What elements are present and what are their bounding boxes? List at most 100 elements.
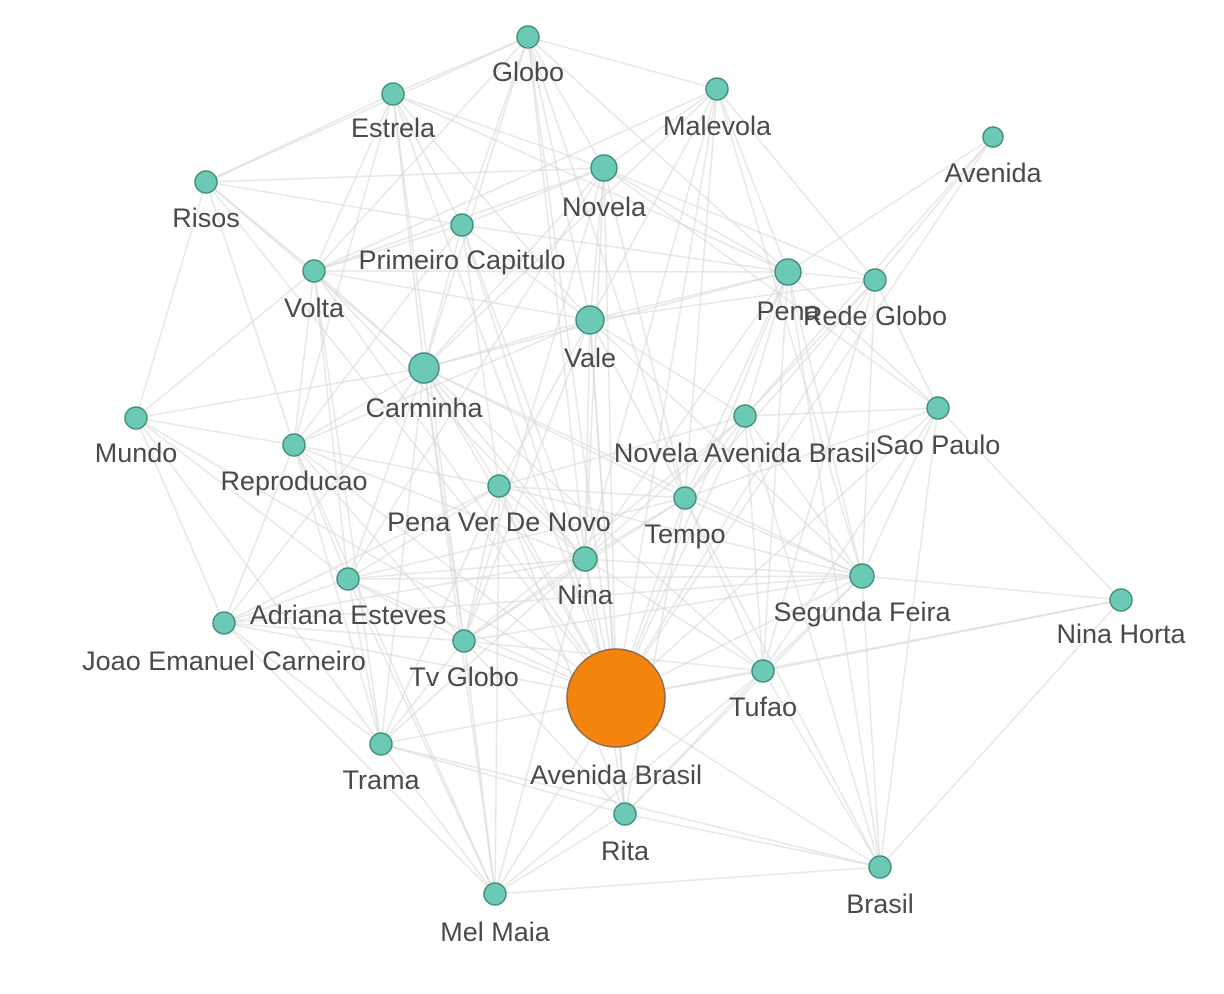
edge-pena-tufao	[762, 271, 789, 672]
edge-avenida-brasil-sao-paulo	[615, 407, 939, 699]
node-label: Sao Paulo	[876, 430, 1001, 460]
edge-tufao-mel-maia	[494, 670, 764, 895]
node-label: Trama	[342, 765, 420, 795]
node-sao-paulo[interactable]: Sao Paulo	[876, 396, 1001, 460]
node-label: Estrela	[351, 113, 436, 143]
edge-carminha-reproducao	[293, 367, 425, 446]
edge-segunda-feira-rita	[624, 575, 863, 815]
node-volta[interactable]: Volta	[284, 259, 345, 323]
node-label: Primeiro Capitulo	[358, 245, 565, 275]
edge-trama-mel-maia	[380, 743, 496, 895]
edge-vale-nina	[584, 319, 591, 560]
node-rita[interactable]: Rita	[601, 802, 650, 866]
node-marker	[572, 546, 598, 572]
edge-vale-novela-avenida-brasil	[589, 319, 746, 417]
edge-vale-segunda-feira	[589, 319, 863, 577]
node-label: Avenida Brasil	[530, 760, 702, 790]
node-mel-maia[interactable]: Mel Maia	[440, 882, 551, 947]
node-marker	[982, 126, 1004, 148]
node-malevola[interactable]: Malevola	[663, 77, 772, 141]
edge-layer	[135, 36, 1122, 895]
node-novela[interactable]: Novela	[562, 154, 647, 222]
edge-adriana-esteves-mel-maia	[347, 578, 496, 895]
node-pena[interactable]: Pena	[756, 258, 821, 326]
node-avenida[interactable]: Avenida	[944, 126, 1043, 188]
edge-mundo-adriana-esteves	[135, 417, 349, 580]
edge-nina-tv-globo	[463, 558, 586, 642]
edge-novela-nina	[584, 167, 605, 560]
node-brasil[interactable]: Brasil	[846, 855, 914, 919]
edge-globo-primeiro-capitulo	[461, 36, 529, 226]
node-nina[interactable]: Nina	[557, 546, 614, 610]
node-mundo[interactable]: Mundo	[95, 406, 178, 468]
node-tempo[interactable]: Tempo	[644, 486, 726, 549]
node-globo[interactable]: Globo	[492, 25, 564, 87]
edge-novela-primeiro-capitulo	[461, 167, 605, 226]
edge-nina-segunda-feira	[584, 558, 863, 577]
node-primeiro-capitulo[interactable]: Primeiro Capitulo	[358, 213, 566, 275]
edge-rede-globo-segunda-feira	[861, 279, 876, 577]
edge-tempo-brasil	[684, 497, 881, 868]
edge-reproducao-adriana-esteves	[293, 444, 349, 580]
edge-novela-adriana-esteves	[347, 167, 605, 580]
edge-pena-nina	[584, 271, 789, 560]
edge-sao-paulo-nina-horta	[937, 407, 1122, 601]
node-reproducao[interactable]: Reproducao	[220, 433, 368, 496]
node-marker	[705, 77, 729, 101]
node-rede-globo[interactable]: Rede Globo	[803, 268, 947, 331]
node-marker	[487, 474, 511, 498]
node-risos[interactable]: Risos	[172, 170, 240, 233]
node-marker	[575, 305, 605, 335]
edge-globo-nina	[527, 36, 586, 560]
edge-carminha-mundo	[135, 367, 425, 419]
node-marker	[336, 567, 360, 591]
node-vale[interactable]: Vale	[564, 305, 616, 373]
edge-novela-tempo	[603, 167, 686, 499]
node-marker	[381, 82, 405, 106]
edge-pena-ver-de-novo-joao-emanuel-carneiro	[223, 485, 500, 624]
edge-rita-mel-maia	[494, 813, 626, 895]
edge-reproducao-mel-maia	[293, 444, 496, 895]
node-novela-avenida-brasil[interactable]: Novela Avenida Brasil	[614, 404, 876, 468]
edge-volta-adriana-esteves	[313, 270, 349, 580]
node-adriana-esteves[interactable]: Adriana Esteves	[250, 567, 447, 630]
edge-primeiro-capitulo-carminha	[423, 224, 463, 369]
node-trama[interactable]: Trama	[342, 732, 420, 795]
edge-brasil-mel-maia	[494, 866, 881, 895]
node-carminha[interactable]: Carminha	[365, 352, 484, 423]
node-tv-globo[interactable]: Tv Globo	[409, 629, 519, 692]
edge-pena-ver-de-novo-adriana-esteves	[347, 485, 500, 580]
edge-adriana-esteves-trama	[347, 578, 382, 745]
edge-estrela-vale	[392, 93, 591, 321]
node-label: Malevola	[663, 111, 772, 141]
edge-novela-avenida-brasil-tufao	[744, 415, 764, 672]
node-avenida-brasil[interactable]: Avenida Brasil	[530, 648, 702, 790]
edge-novela-avenida-brasil-tempo	[684, 415, 746, 499]
edge-carminha-nina	[423, 367, 586, 560]
edge-primeiro-capitulo-pena-ver-de-novo	[461, 224, 500, 487]
edge-vale-carminha	[423, 319, 591, 369]
edge-avenida-brasil-novela	[603, 167, 617, 699]
edge-avenida-pena	[787, 136, 994, 273]
edge-estrela-primeiro-capitulo	[392, 93, 463, 226]
edge-primeiro-capitulo-reproducao	[293, 224, 463, 446]
edge-pena-ver-de-novo-mel-maia	[494, 485, 500, 895]
node-layer: Globo Estrela Malevola Avenida Risos Nov…	[82, 25, 1187, 947]
node-segunda-feira[interactable]: Segunda Feira	[773, 563, 952, 627]
edge-avenida-brasil-pena	[615, 271, 789, 699]
node-pena-ver-de-novo[interactable]: Pena Ver De Novo	[387, 474, 611, 537]
node-joao-emanuel-carneiro[interactable]: Joao Emanuel Carneiro	[82, 611, 366, 676]
edge-carminha-pena-ver-de-novo	[423, 367, 500, 487]
edge-malevola-segunda-feira	[716, 88, 863, 577]
node-label: Volta	[284, 293, 345, 323]
edge-nina-joao-emanuel-carneiro	[223, 558, 586, 624]
node-estrela[interactable]: Estrela	[351, 82, 436, 143]
node-nina-horta[interactable]: Nina Horta	[1056, 588, 1187, 649]
edge-novela-carminha	[423, 167, 605, 369]
edge-malevola-carminha	[423, 88, 718, 369]
edge-rede-globo-vale	[589, 279, 876, 321]
edge-nina-mel-maia	[494, 558, 586, 895]
node-tufao[interactable]: Tufao	[729, 659, 797, 722]
edge-pena-ver-de-novo-nina	[498, 485, 586, 560]
node-marker	[849, 563, 875, 589]
